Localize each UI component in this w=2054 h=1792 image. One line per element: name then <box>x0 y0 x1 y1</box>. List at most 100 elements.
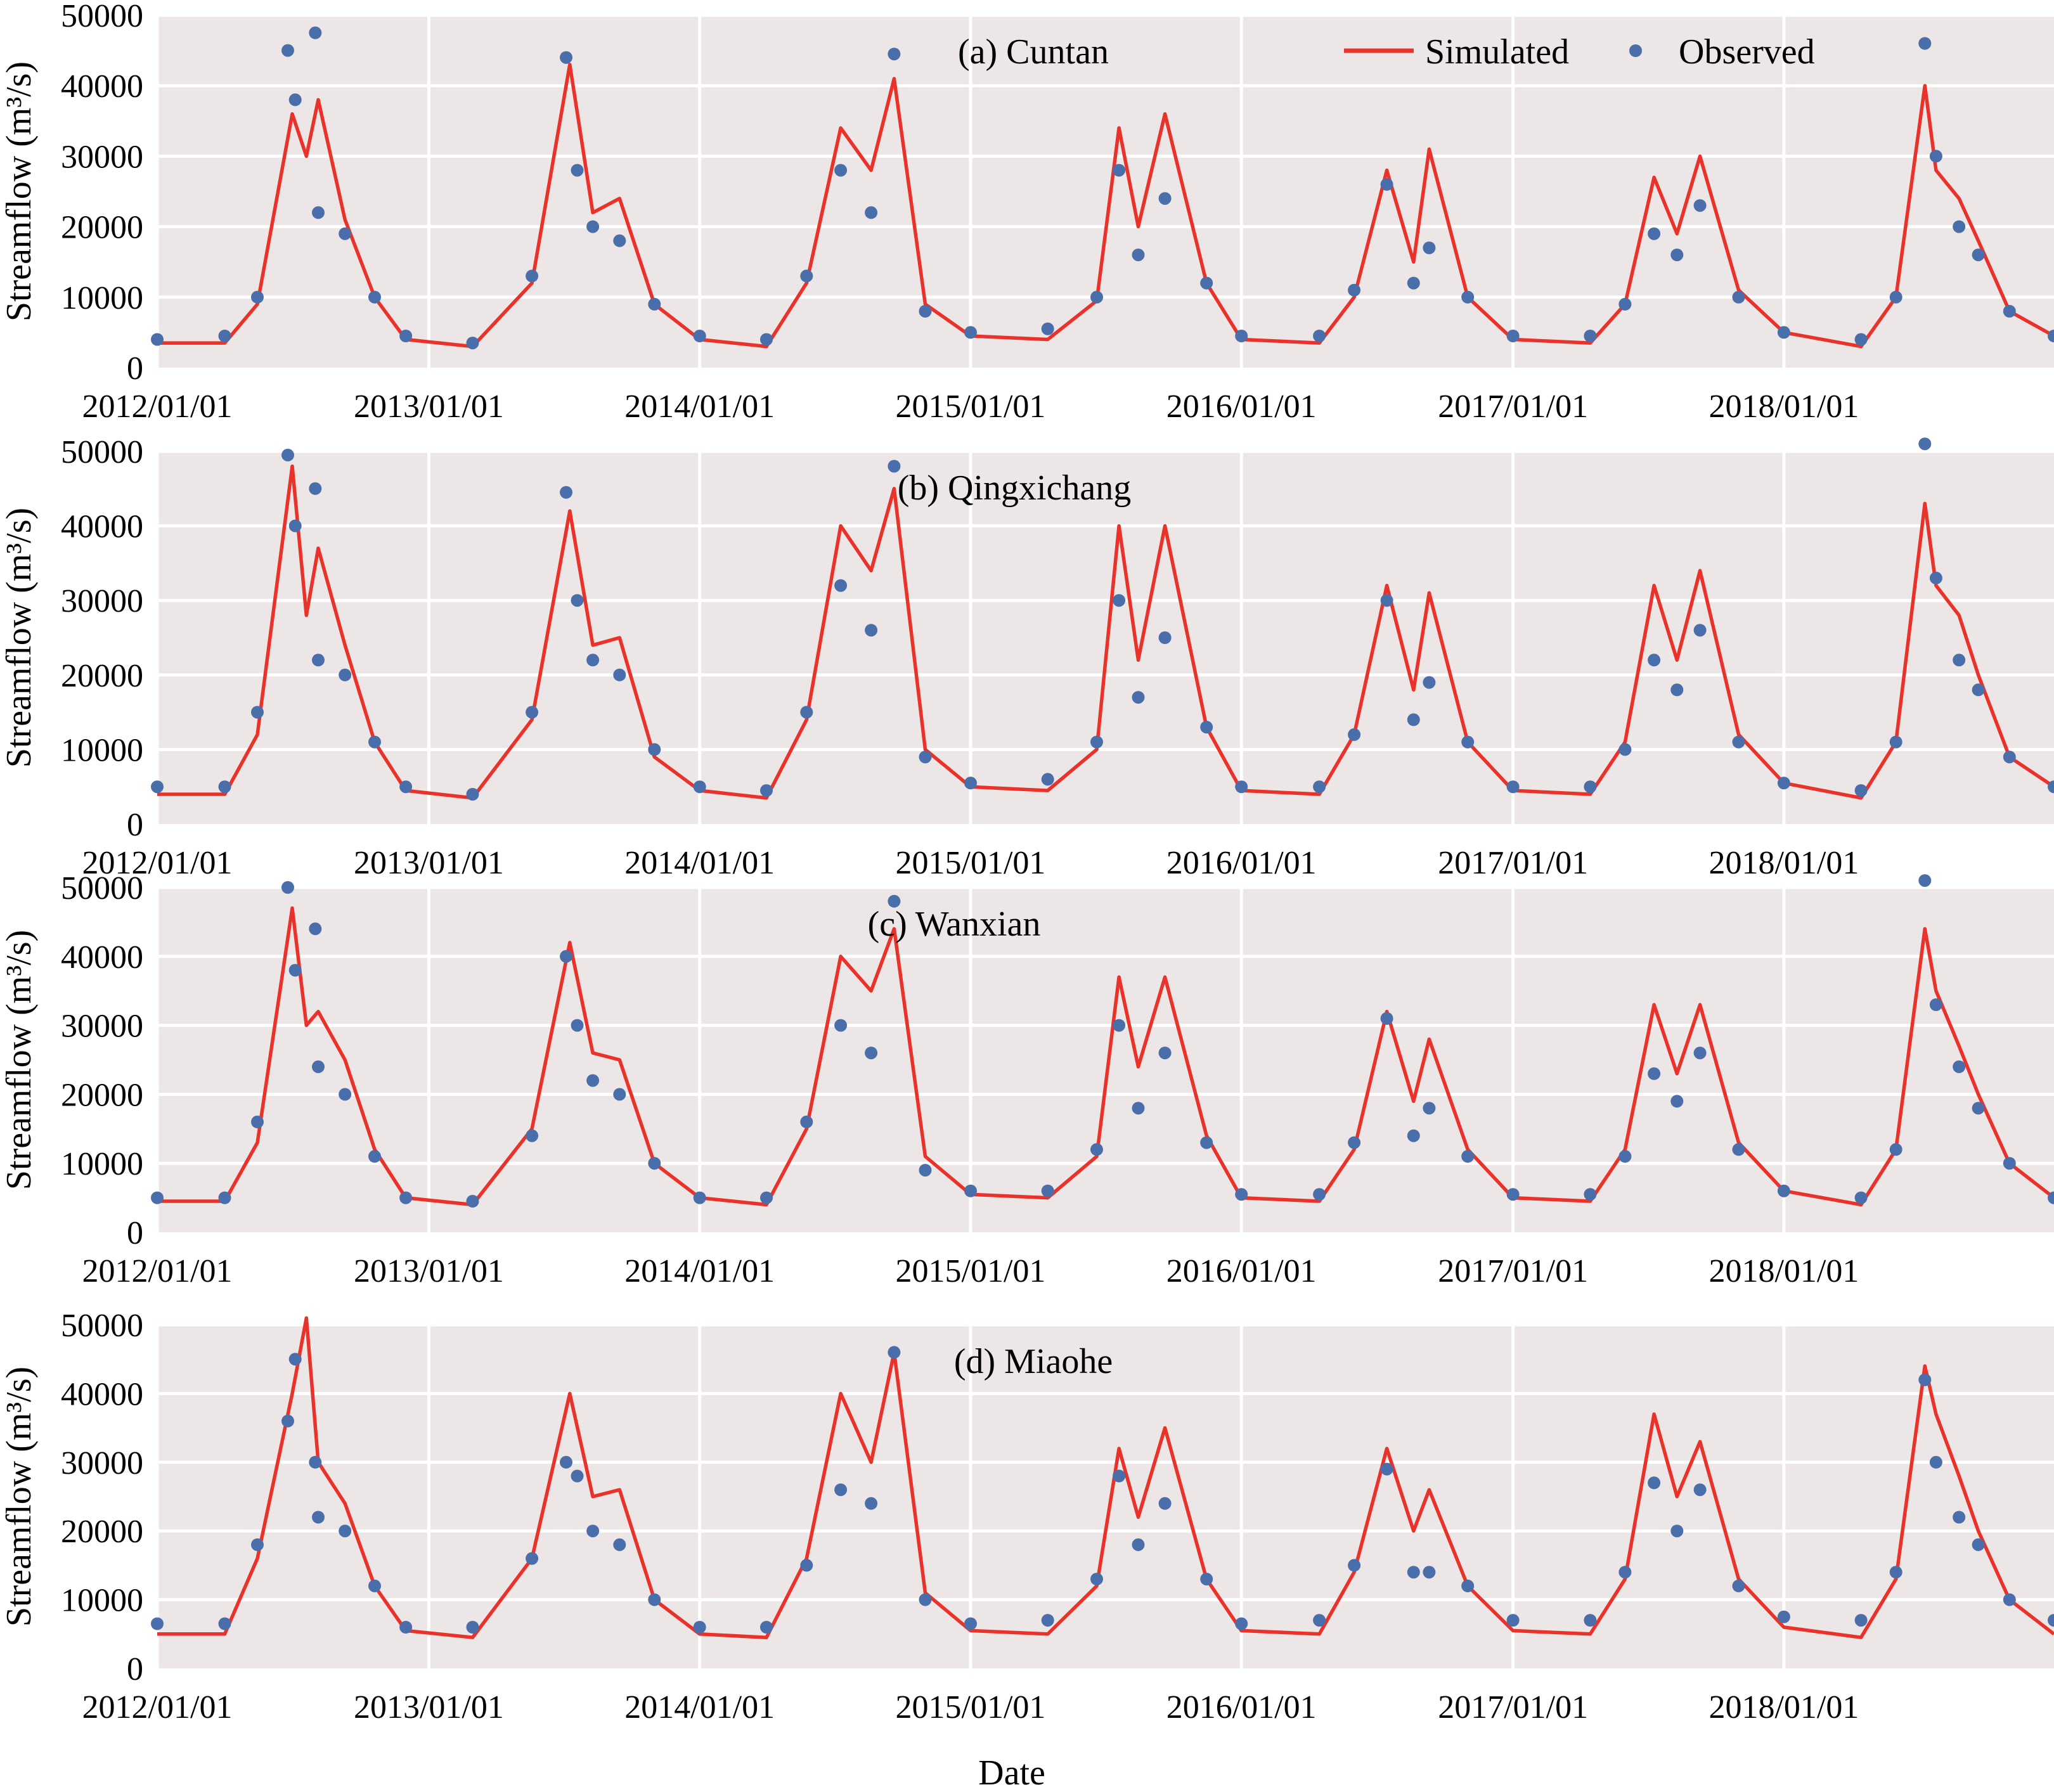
observed-point <box>1693 624 1707 637</box>
observed-point <box>1113 1019 1126 1032</box>
observed-point <box>312 206 325 219</box>
observed-point <box>466 788 479 801</box>
observed-point <box>1929 571 1942 584</box>
x-tick-label: 2014/01/01 <box>624 389 775 425</box>
observed-point <box>1972 248 1985 262</box>
observed-point <box>368 735 381 749</box>
observed-point <box>571 1019 584 1032</box>
observed-point <box>151 333 164 346</box>
observed-point <box>1648 654 1661 667</box>
observed-point <box>368 1150 381 1163</box>
observed-point <box>964 1184 977 1197</box>
observed-point <box>1972 1102 1985 1115</box>
simulated-series-line <box>157 1316 2054 1639</box>
observed-point <box>1918 37 1932 50</box>
x-tick-label: 2017/01/01 <box>1438 1689 1588 1725</box>
observed-point <box>1090 1143 1103 1156</box>
simulated-series-line <box>157 63 2054 349</box>
observed-point <box>865 1497 878 1510</box>
legend: Simulated Observed <box>1344 32 1815 72</box>
y-tick-label: 50000 <box>61 870 143 906</box>
y-tick-label: 10000 <box>61 280 143 316</box>
observed-point <box>800 1115 813 1128</box>
observed-point <box>151 1191 164 1204</box>
observed-point <box>1670 248 1684 262</box>
x-tick-label: 2016/01/01 <box>1166 1689 1317 1725</box>
observed-point <box>1854 333 1868 346</box>
observed-point <box>309 26 322 39</box>
observed-point <box>1313 780 1326 794</box>
observed-point <box>919 1164 932 1177</box>
observed-point <box>1041 1184 1054 1197</box>
x-tick-label: 2014/01/01 <box>624 1689 775 1725</box>
observed-point <box>693 330 706 342</box>
observed-point <box>586 1074 600 1087</box>
observed-point <box>1423 1566 1436 1579</box>
observed-point <box>218 780 231 794</box>
observed-point <box>800 706 813 719</box>
observed-point <box>1918 1373 1932 1386</box>
observed-point <box>760 1191 773 1204</box>
observed-point <box>834 1019 848 1032</box>
observed-point <box>2003 1157 2016 1170</box>
observed-point <box>865 206 878 219</box>
observed-point <box>1777 777 1790 790</box>
observed-point <box>1953 654 1966 667</box>
observed-point <box>2048 1191 2054 1204</box>
observed-point <box>1200 1136 1213 1149</box>
observed-point <box>1777 326 1790 339</box>
observed-point <box>1407 1566 1420 1579</box>
observed-point <box>288 93 302 106</box>
observed-point <box>964 777 977 790</box>
observed-point <box>251 290 264 304</box>
observed-point <box>1670 1524 1684 1538</box>
observed-point <box>1854 1191 1868 1204</box>
observed-point <box>760 784 773 797</box>
observed-point <box>586 1524 600 1538</box>
observed-point <box>1380 1012 1393 1025</box>
observed-point <box>760 1621 773 1634</box>
y-axis-label: Streamflow (m³/s) <box>0 930 39 1190</box>
observed-point <box>1407 1129 1420 1142</box>
observed-point <box>1777 1184 1790 1197</box>
observed-point <box>2048 1614 2054 1627</box>
observed-point <box>281 1414 294 1428</box>
observed-point <box>1584 1188 1597 1201</box>
observed-point <box>1132 1102 1145 1115</box>
observed-point <box>1889 1143 1902 1156</box>
y-axis-label: Streamflow (m³/s) <box>0 508 39 768</box>
observed-point <box>1380 1462 1393 1476</box>
observed-point <box>1158 192 1172 205</box>
x-tick-label: 2012/01/01 <box>82 1689 233 1725</box>
panel-2: 0 10000 20000 30000 40000 50000 2012/01/01 2013… <box>0 434 2054 881</box>
x-tick-label: 2012/01/01 <box>82 845 233 881</box>
observed-point <box>1200 721 1213 734</box>
observed-point <box>309 482 322 495</box>
x-tick-label: 2013/01/01 <box>354 1253 504 1289</box>
observed-point <box>560 1455 572 1469</box>
observed-point <box>1732 735 1745 749</box>
y-tick-label: 20000 <box>61 1077 143 1113</box>
observed-point <box>1648 227 1661 240</box>
observed-point <box>964 326 977 339</box>
y-tick-label: 40000 <box>61 1376 143 1412</box>
panel-4: 0 10000 20000 30000 40000 50000 2012/01/01 2013… <box>0 1308 2054 1725</box>
observed-point <box>1953 220 1966 233</box>
observed-point <box>1158 1497 1172 1510</box>
observed-point <box>151 1617 164 1630</box>
observed-point <box>312 1060 325 1073</box>
y-tick-label: 0 <box>127 807 143 843</box>
observed-point <box>218 1617 231 1630</box>
observed-point <box>1158 631 1172 644</box>
observed-point <box>1348 1136 1361 1149</box>
x-tick-label: 2013/01/01 <box>354 845 504 881</box>
observed-point <box>1090 1573 1103 1586</box>
observed-point <box>1693 1483 1707 1497</box>
observed-point <box>399 330 413 342</box>
observed-point <box>1918 437 1932 451</box>
observed-point <box>1889 290 1902 304</box>
observed-point <box>218 330 231 342</box>
observed-point <box>834 579 848 592</box>
observed-point <box>1670 1095 1684 1108</box>
